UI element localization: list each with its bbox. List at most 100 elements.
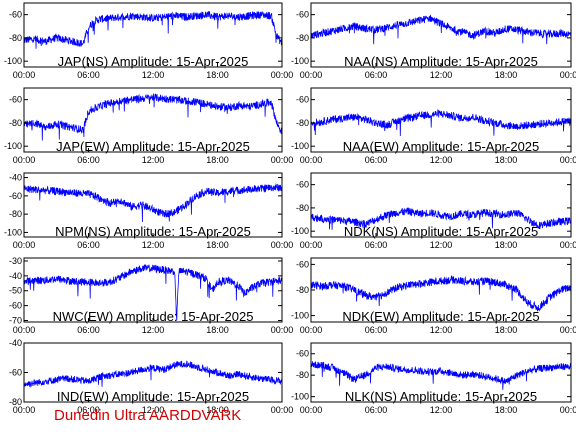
trace-naa-ns [311,14,571,45]
x-tick-label: 06:00 [365,155,388,165]
x-tick-label: 00:00 [271,70,294,80]
x-tick-label: 00:00 [560,325,576,335]
panel-title: NAA(EW) Amplitude: 15-Apr-2025 [343,139,540,154]
x-tick-label: 12:00 [430,240,453,250]
y-tick-label: -40 [9,338,22,348]
x-tick-label: 00:00 [271,155,294,165]
panel-title: NDK(EW) Amplitude: 15-Apr-2025 [342,309,539,324]
y-tick-label: -70 [9,316,22,326]
panel-ndk-ew: -100 -80 -60 00:00 06:00 12:00 18:00 00:00 NDK(E… [291,257,576,335]
y-tick-label: -50 [9,286,22,296]
y-tick-label: -80 [296,370,309,380]
y-tick-label: -80 [9,397,22,407]
x-tick-label: 00:00 [300,325,323,335]
x-tick-label: 06:00 [77,240,100,250]
x-tick-label: 12:00 [430,155,453,165]
y-tick-label: -60 [296,180,309,190]
x-tick-label: 18:00 [495,405,518,415]
y-tick-label: -80 [296,285,309,295]
x-tick-label: 18:00 [206,70,229,80]
y-tick-label: -80 [296,33,309,43]
x-tick-label: 00:00 [13,240,36,250]
x-tick-label: 06:00 [77,155,100,165]
x-tick-label: 12:00 [430,70,453,80]
trace-ndk-ew [311,274,571,312]
x-tick-label: 00:00 [300,240,323,250]
y-tick-label: -80 [296,118,309,128]
x-tick-label: 12:00 [142,325,165,335]
y-tick-label: -80 [296,203,309,213]
y-tick-label: -80 [9,118,22,128]
x-tick-label: 06:00 [365,240,388,250]
y-tick-label: -100 [291,311,309,321]
y-tick-label: -60 [9,95,22,105]
panel-npm-ns: -100 -80 -60 -40 00:00 06:00 12:00 18:00 00:00 NP… [4,172,293,250]
panel-title: NLK(NS) Amplitude: 15-Apr-2025 [345,389,537,404]
y-tick-label: -60 [296,259,309,269]
x-tick-label: 06:00 [365,325,388,335]
panel-naa-ew: -100 -80 -60 00:00 06:00 12:00 18:00 00:00 NAA(E… [291,87,576,165]
x-tick-label: 00:00 [13,70,36,80]
y-tick-label: -40 [9,173,22,183]
x-tick-label: 06:00 [365,70,388,80]
x-tick-label: 06:00 [77,70,100,80]
x-tick-label: 12:00 [430,405,453,415]
y-tick-label: -60 [296,349,309,359]
x-tick-label: 00:00 [13,155,36,165]
trace-ndk-ns [311,207,571,230]
trace-ind-ew [24,360,282,388]
y-tick-label: -60 [296,95,309,105]
x-tick-label: 12:00 [142,155,165,165]
panel-title: IND(EW) Amplitude: 15-Apr-2025 [57,389,249,404]
trace-nlk-ns [311,361,571,390]
x-tick-label: 18:00 [495,325,518,335]
trace-npm-ns [24,183,282,223]
x-tick-label: 00:00 [271,405,294,415]
y-tick-label: -60 [9,191,22,201]
x-tick-label: 18:00 [206,405,229,415]
y-tick-label: -100 [291,56,309,66]
y-tick-label: -100 [291,226,309,236]
x-tick-label: 00:00 [560,70,576,80]
y-tick-label: -100 [291,392,309,402]
x-tick-label: 00:00 [13,405,36,415]
panel-title: NDK(NS) Amplitude: 15-Apr-2025 [344,224,538,239]
y-tick-label: -100 [4,56,22,66]
trace-nwc-ew [24,263,282,321]
y-tick-label: -80 [9,209,22,219]
x-tick-label: 12:00 [142,405,165,415]
panel-naa-ns: -100 -80 -60 00:00 06:00 12:00 18:00 00:00 NAA(N… [291,2,576,80]
x-tick-label: 00:00 [560,240,576,250]
trace-jap-ns [24,11,282,49]
y-tick-label: -60 [296,10,309,20]
x-tick-label: 00:00 [300,70,323,80]
panel-jap-ns: -100 -80 -60 00:00 06:00 12:00 18:00 00:00 JAP(N… [4,2,294,80]
trace-naa-ew [311,108,571,137]
panel-ind-ew: -80 -60 -40 00:00 06:00 12:00 18:00 00:00 IND(EW… [9,338,293,415]
footer-label: Dunedin Ultra AARDDVARK [54,407,242,424]
x-tick-label: 06:00 [77,325,100,335]
y-tick-label: -100 [291,141,309,151]
y-tick-label: -60 [9,10,22,20]
y-tick-label: -30 [9,256,22,266]
x-tick-label: 06:00 [77,405,100,415]
y-tick-label: -60 [9,368,22,378]
x-tick-label: 12:00 [142,70,165,80]
trace-jap-ew [24,93,282,141]
x-tick-label: 00:00 [13,325,36,335]
panel-jap-ew: -100 -80 -60 00:00 06:00 12:00 18:00 00:00 JAP(E… [4,87,294,165]
x-tick-label: 12:00 [430,325,453,335]
panel-title: NWC(EW) Amplitude: 15-Apr-2025 [53,309,254,324]
y-tick-label: -40 [9,271,22,281]
panel-title: NPM(NS) Amplitude: 15-Apr-2025 [55,224,251,239]
y-tick-label: -80 [9,33,22,43]
x-tick-label: 00:00 [300,405,323,415]
x-tick-label: 12:00 [142,240,165,250]
panel-title: JAP(EW) Amplitude: 15-Apr-2025 [56,139,250,154]
panel-title: JAP(NS) Amplitude: 15-Apr-2025 [58,54,249,69]
x-tick-label: 06:00 [365,405,388,415]
x-tick-label: 00:00 [300,155,323,165]
x-tick-label: 18:00 [495,240,518,250]
x-tick-label: 00:00 [271,325,294,335]
